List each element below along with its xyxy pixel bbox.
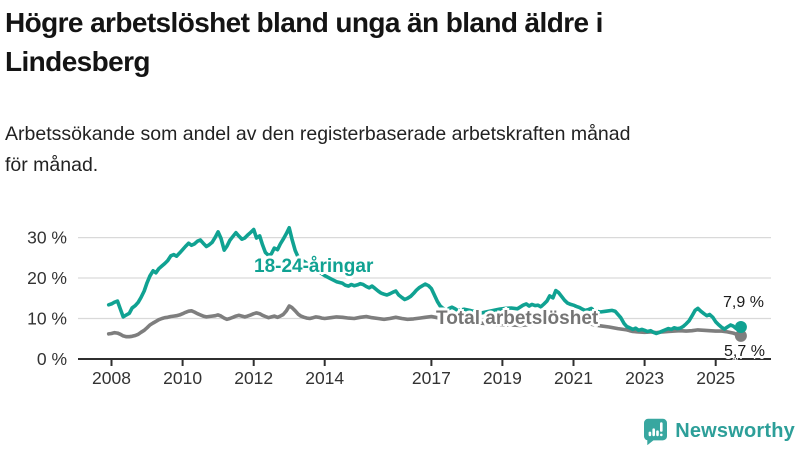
x-tick-label: 2025	[696, 368, 735, 388]
newsworthy-chart-bubble-icon	[643, 418, 668, 445]
end-dot-total	[734, 329, 747, 342]
y-tick-label: 0 %	[37, 349, 67, 369]
series-label-youth: 18-24-åringar	[254, 256, 374, 277]
series-line-total	[106, 304, 743, 339]
brand-name: Newsworthy	[675, 420, 795, 442]
series-label-total: Total arbetslöshet	[436, 308, 599, 329]
page-title: Högre arbetslöshet bland unga än bland ä…	[5, 3, 785, 81]
end-dot-youth	[734, 321, 747, 333]
x-tick-label: 2023	[625, 368, 664, 388]
value-label-total: 5,7 %	[724, 343, 765, 360]
x-tick-label: 2010	[163, 368, 202, 388]
chart-subtitle-line1: Arbetssökande som andel av den registerb…	[5, 123, 631, 145]
page-title-line1: Högre arbetslöshet bland unga än bland ä…	[5, 7, 603, 38]
page-title-line2: Lindesberg	[5, 46, 151, 77]
series-line-youth	[106, 226, 743, 336]
x-tick-label: 2021	[554, 368, 593, 388]
x-tick-label: 2014	[305, 368, 344, 388]
x-tick-label: 2012	[234, 368, 273, 388]
brand-logo[interactable]: Newsworthy	[643, 418, 795, 445]
value-label-youth: 7,9 %	[723, 294, 764, 311]
x-tick-label: 2008	[92, 368, 131, 388]
y-tick-label: 20 %	[27, 268, 67, 288]
chart-subtitle-line2: för månad.	[5, 154, 99, 176]
x-tick-label: 2019	[483, 368, 522, 388]
x-tick-label: 2017	[412, 368, 451, 388]
y-tick-label: 10 %	[27, 309, 67, 329]
chart-subtitle: Arbetssökande som andel av den registerb…	[5, 119, 785, 181]
y-tick-label: 30 %	[27, 228, 67, 248]
